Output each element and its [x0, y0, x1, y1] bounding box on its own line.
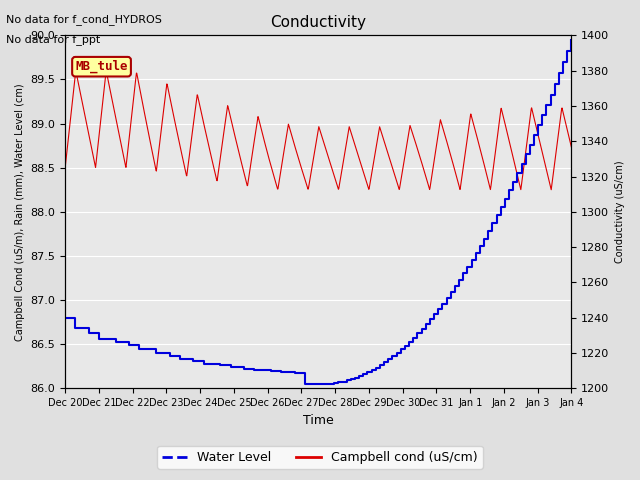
- X-axis label: Time: Time: [303, 414, 333, 427]
- Y-axis label: Conductivity (uS/cm): Conductivity (uS/cm): [615, 160, 625, 263]
- Title: Conductivity: Conductivity: [270, 15, 366, 30]
- Text: No data for f_cond_HYDROS: No data for f_cond_HYDROS: [6, 14, 163, 25]
- Text: MB_tule: MB_tule: [76, 60, 128, 73]
- Text: No data for f_ppt: No data for f_ppt: [6, 34, 100, 45]
- Y-axis label: Campbell Cond (uS/m), Rain (mm), Water Level (cm): Campbell Cond (uS/m), Rain (mm), Water L…: [15, 83, 25, 341]
- Legend: Water Level, Campbell cond (uS/cm): Water Level, Campbell cond (uS/cm): [157, 446, 483, 469]
